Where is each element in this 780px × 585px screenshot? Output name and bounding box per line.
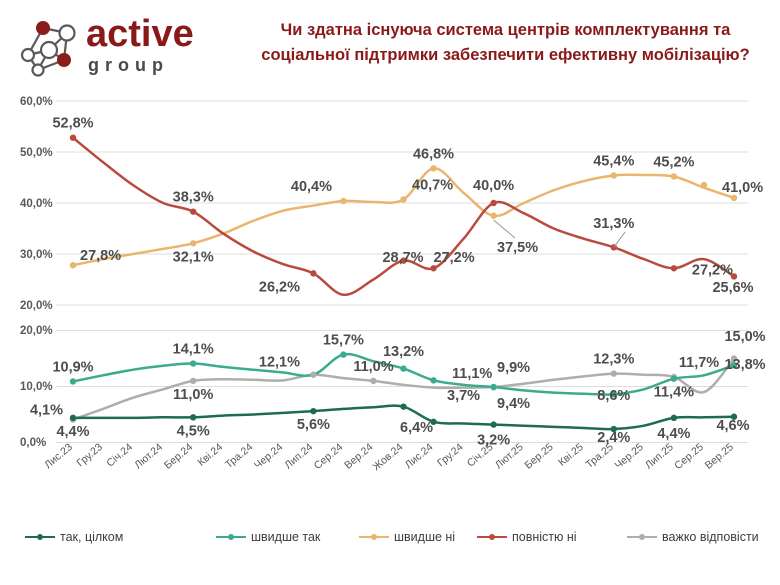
svg-text:8,6%: 8,6% (597, 388, 630, 404)
svg-text:Сер.24: Сер.24 (312, 441, 346, 472)
svg-text:4,4%: 4,4% (56, 424, 89, 440)
svg-text:52,8%: 52,8% (52, 116, 93, 132)
svg-text:Кві.24: Кві.24 (195, 441, 225, 469)
svg-text:3,7%: 3,7% (447, 388, 480, 404)
svg-text:Кві.25: Кві.25 (556, 441, 586, 469)
svg-text:20,0%: 20,0% (20, 300, 53, 312)
svg-text:повністю ні: повністю ні (512, 530, 577, 544)
svg-text:4,4%: 4,4% (657, 426, 690, 442)
svg-text:20,0%: 20,0% (20, 325, 53, 337)
svg-text:швидше так: швидше так (251, 530, 321, 544)
svg-text:так, цілком: так, цілком (60, 530, 123, 544)
svg-text:11,0%: 11,0% (173, 387, 213, 403)
svg-text:25,6%: 25,6% (712, 280, 753, 296)
svg-text:15,0%: 15,0% (724, 329, 765, 345)
svg-text:2,4%: 2,4% (597, 430, 630, 446)
svg-text:4,1%: 4,1% (30, 403, 63, 419)
svg-text:важко відповісти: важко відповісти (662, 530, 759, 544)
svg-text:26,2%: 26,2% (259, 279, 300, 295)
svg-text:27,2%: 27,2% (692, 262, 733, 278)
svg-text:27,2%: 27,2% (434, 250, 475, 266)
svg-text:28,7%: 28,7% (382, 250, 423, 266)
svg-text:12,1%: 12,1% (259, 355, 300, 371)
svg-text:30,0%: 30,0% (20, 249, 53, 261)
svg-text:40,0%: 40,0% (473, 178, 514, 194)
svg-text:Чер.24: Чер.24 (252, 441, 285, 472)
svg-text:Бер.24: Бер.24 (162, 441, 195, 472)
svg-text:14,1%: 14,1% (173, 342, 214, 358)
svg-text:Лис.24: Лис.24 (403, 441, 436, 471)
svg-text:45,2%: 45,2% (653, 155, 694, 171)
svg-text:10,9%: 10,9% (52, 360, 93, 376)
svg-text:5,6%: 5,6% (297, 417, 330, 433)
svg-text:32,1%: 32,1% (173, 249, 214, 265)
svg-text:31,3%: 31,3% (593, 216, 634, 232)
svg-text:9,4%: 9,4% (497, 396, 530, 412)
svg-text:11,0%: 11,0% (353, 359, 393, 375)
svg-text:13,8%: 13,8% (724, 357, 765, 373)
svg-text:13,2%: 13,2% (383, 344, 424, 360)
svg-text:Лют.24: Лют.24 (132, 441, 165, 471)
svg-text:Тра.24: Тра.24 (223, 441, 255, 471)
svg-text:11,1%: 11,1% (452, 366, 492, 382)
svg-text:швидше ні: швидше ні (394, 530, 455, 544)
svg-text:60,0%: 60,0% (20, 96, 53, 108)
svg-text:0,0%: 0,0% (20, 437, 46, 449)
svg-text:4,5%: 4,5% (177, 423, 210, 439)
svg-text:12,3%: 12,3% (593, 352, 634, 368)
svg-text:40,4%: 40,4% (291, 179, 332, 195)
svg-text:11,7%: 11,7% (679, 355, 719, 371)
svg-text:Січ.24: Січ.24 (104, 441, 135, 470)
svg-text:Гру.24: Гру.24 (435, 441, 466, 469)
svg-text:9,9%: 9,9% (497, 360, 530, 376)
svg-text:Бер.25: Бер.25 (523, 441, 556, 472)
svg-text:Вер.24: Вер.24 (342, 441, 375, 472)
svg-text:27,8%: 27,8% (80, 248, 121, 264)
svg-text:Лис.23: Лис.23 (42, 441, 75, 471)
svg-text:Вер.25: Вер.25 (703, 441, 736, 472)
svg-text:Лип.25: Лип.25 (643, 441, 676, 472)
svg-text:Гру.23: Гру.23 (75, 441, 106, 469)
svg-text:50,0%: 50,0% (20, 147, 53, 159)
svg-text:15,7%: 15,7% (323, 333, 364, 349)
svg-text:45,4%: 45,4% (593, 154, 634, 170)
svg-text:10,0%: 10,0% (20, 381, 53, 393)
svg-text:46,8%: 46,8% (413, 146, 454, 162)
svg-text:40,0%: 40,0% (20, 198, 53, 210)
svg-text:4,6%: 4,6% (716, 418, 749, 434)
svg-text:37,5%: 37,5% (497, 240, 538, 256)
svg-text:Жов.24: Жов.24 (370, 441, 405, 473)
svg-text:11,4%: 11,4% (654, 385, 694, 401)
svg-text:38,3%: 38,3% (173, 190, 214, 206)
svg-text:Лип.24: Лип.24 (282, 441, 315, 472)
svg-text:Сер.25: Сер.25 (672, 441, 706, 472)
svg-text:40,7%: 40,7% (412, 177, 453, 193)
svg-text:6,4%: 6,4% (400, 420, 433, 436)
svg-text:41,0%: 41,0% (722, 180, 763, 196)
